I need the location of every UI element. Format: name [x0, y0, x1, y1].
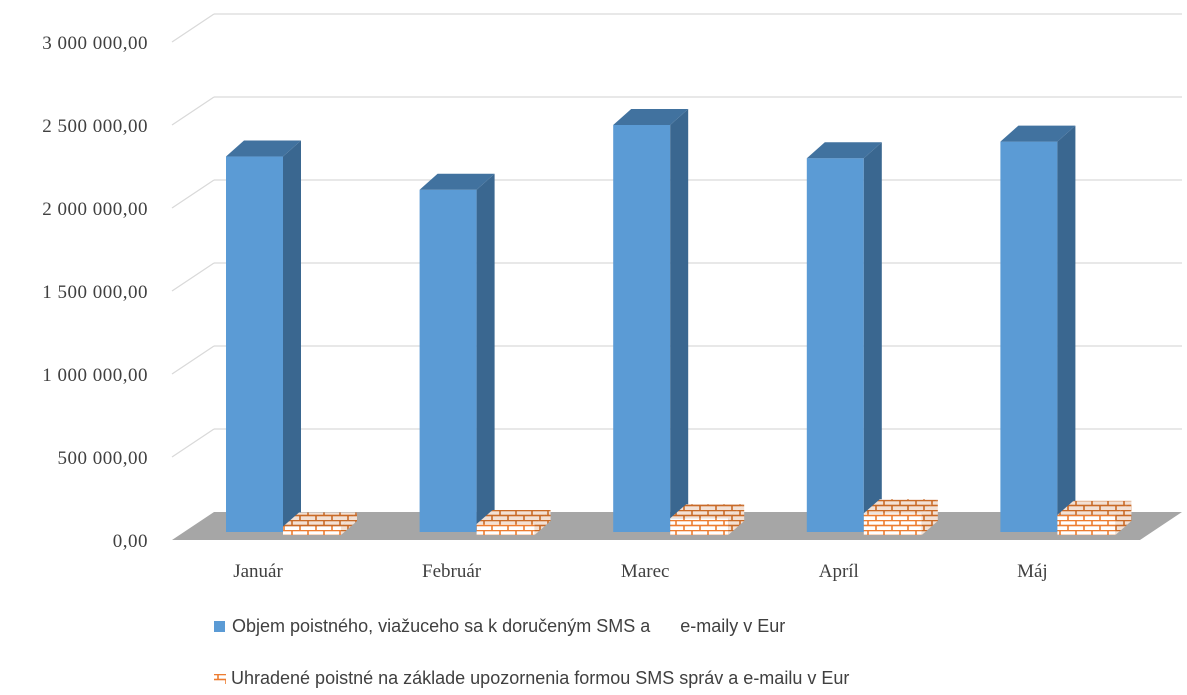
- bar-series-2: [863, 513, 922, 535]
- bar-side-series-2: [341, 512, 357, 535]
- bar-side-series-1: [1057, 125, 1076, 532]
- bar-series-1: [419, 189, 477, 533]
- bar-top-series-2: [283, 512, 357, 527]
- bar-side-series-1: [283, 140, 301, 533]
- gridline-diagonal: [171, 179, 215, 209]
- bar-side-series-2: [534, 510, 551, 535]
- bar-series-1: [226, 156, 283, 533]
- y-tick-label: 500 000,00: [58, 448, 149, 469]
- bar-series-2: [670, 518, 729, 535]
- bar-series-2: [476, 524, 535, 535]
- bar-side-series-1: [476, 173, 495, 533]
- legend-label-series-2: Uhradené poistné na základe upozornenia …: [231, 668, 850, 688]
- bar-top-series-2: [1057, 500, 1132, 515]
- bar-side-series-2: [728, 504, 745, 535]
- legend-item-series-2: Uhradené poistné na základe upozornenia …: [214, 668, 849, 689]
- x-tick-label: Máj: [1017, 561, 1048, 582]
- bar-side-series-2: [921, 499, 938, 535]
- legend-item-series-1: Objem poistného, viažuceho sa k doručený…: [214, 616, 785, 637]
- y-tick-label: 2 000 000,00: [42, 199, 148, 220]
- bar-series-2: [1057, 514, 1116, 535]
- bar-top-series-1: [1000, 125, 1076, 142]
- x-tick-label: Apríl: [819, 561, 859, 582]
- bar-series-1: [1000, 141, 1058, 532]
- legend-swatch-series-1: [214, 621, 225, 632]
- legend-label-series-1: Objem poistného, viažuceho sa k doručený…: [232, 616, 786, 636]
- x-tick-label: Marec: [621, 561, 670, 582]
- bar-top-series-2: [476, 510, 551, 525]
- bar-top-series-1: [419, 173, 495, 190]
- bar-side-series-2: [1115, 500, 1132, 535]
- x-tick-label: Január: [233, 561, 283, 582]
- bar-series-1: [806, 158, 864, 532]
- bar-side-series-1: [670, 109, 689, 532]
- x-tick-label: Február: [422, 561, 482, 582]
- bar-top-series-1: [226, 140, 301, 157]
- y-tick-label: 0,00: [113, 531, 148, 552]
- gridline-diagonal: [171, 262, 215, 292]
- y-tick-label: 3 000 000,00: [42, 33, 148, 54]
- y-tick-label: 1 500 000,00: [42, 282, 148, 303]
- y-tick-label: 1 000 000,00: [42, 365, 148, 386]
- gridline-diagonal: [171, 13, 215, 43]
- gridline-diagonal: [171, 428, 215, 458]
- bar-top-series-2: [670, 504, 745, 519]
- gridline-diagonal: [171, 345, 215, 375]
- bar-top-series-1: [613, 109, 689, 125]
- gridline-diagonal: [171, 96, 215, 126]
- bar-series-1: [613, 125, 671, 532]
- legend-swatch-series-2: [214, 673, 226, 684]
- bar-series-2: [283, 526, 341, 535]
- bar-side-series-1: [863, 142, 882, 532]
- bar-top-series-1: [806, 142, 882, 159]
- bar-top-series-2: [863, 499, 938, 514]
- y-tick-label: 2 500 000,00: [42, 116, 148, 137]
